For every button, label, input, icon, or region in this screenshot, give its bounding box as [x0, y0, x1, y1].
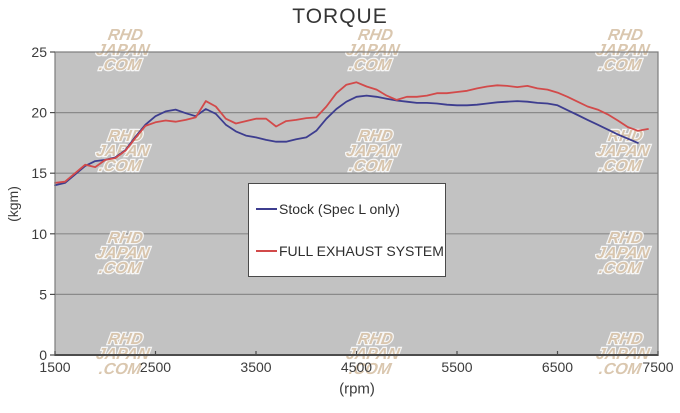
x-tick-label: 3500	[240, 359, 271, 375]
watermark-text: .COM	[98, 157, 143, 175]
watermark-text: JAPAN	[345, 142, 402, 160]
watermark-text: RHD	[107, 26, 145, 44]
watermark-text: JAPAN	[95, 41, 152, 59]
watermark-text: .COM	[598, 56, 643, 74]
legend-item-exhaust: FULL EXHAUST SYSTEM	[256, 243, 445, 259]
y-tick-label: 5	[39, 286, 47, 302]
watermark-text: RHD	[357, 127, 395, 145]
legend-item-stock: Stock (Spec L only)	[256, 201, 445, 217]
legend-label-stock: Stock (Spec L only)	[279, 201, 400, 217]
x-axis-label: (rpm)	[339, 380, 375, 398]
chart-legend: Stock (Spec L only) FULL EXHAUST SYSTEM	[248, 183, 446, 277]
y-tick-label: 10	[31, 226, 47, 242]
watermark-text: .COM	[348, 56, 393, 74]
stock-line-swatch	[256, 208, 277, 210]
watermark-text: .COM	[98, 259, 143, 277]
legend-label-exhaust: FULL EXHAUST SYSTEM	[279, 243, 444, 259]
watermark-text: RHD	[357, 330, 395, 348]
stock-series-line	[54, 94, 639, 187]
watermark-text: JAPAN	[595, 244, 652, 262]
watermark-text: JAPAN	[345, 41, 402, 59]
watermark-text: RHD	[107, 229, 145, 247]
watermark-text: .COM	[98, 360, 143, 378]
watermark-text: RHD	[607, 26, 645, 44]
watermark-text: RHD	[357, 26, 395, 44]
x-tick-label: 6500	[542, 359, 573, 375]
watermark-text: JAPAN	[595, 142, 652, 160]
watermark-text: RHD	[107, 127, 145, 145]
x-tick-label: 7500	[642, 359, 673, 375]
watermark-text: RHD	[107, 330, 145, 348]
watermark-text: RHD	[607, 229, 645, 247]
watermark-text: .COM	[98, 56, 143, 74]
y-tick-label: 25	[31, 44, 47, 60]
y-tick-label: 15	[31, 165, 47, 181]
y-tick-label: 0	[39, 347, 47, 363]
watermark-text: JAPAN	[595, 41, 652, 59]
watermark-text: .COM	[348, 360, 393, 378]
watermark-text: .COM	[348, 157, 393, 175]
watermark-text: RHD	[607, 330, 645, 348]
y-axis-label: (kgm)	[5, 186, 21, 222]
chart-title: TORQUE	[292, 5, 388, 28]
exhaust-line-swatch	[256, 250, 277, 252]
watermark-text: .COM	[598, 360, 643, 378]
exhaust-series-line	[54, 81, 649, 184]
x-tick-label: 5500	[441, 359, 472, 375]
watermark-text: JAPAN	[95, 244, 152, 262]
y-tick-label: 20	[31, 105, 47, 121]
x-tick-label: 4500	[341, 359, 372, 375]
x-tick-label: 1500	[39, 359, 70, 375]
watermark-text: .COM	[598, 259, 643, 277]
watermark-text: .COM	[598, 157, 643, 175]
x-tick-label: 2500	[140, 359, 171, 375]
